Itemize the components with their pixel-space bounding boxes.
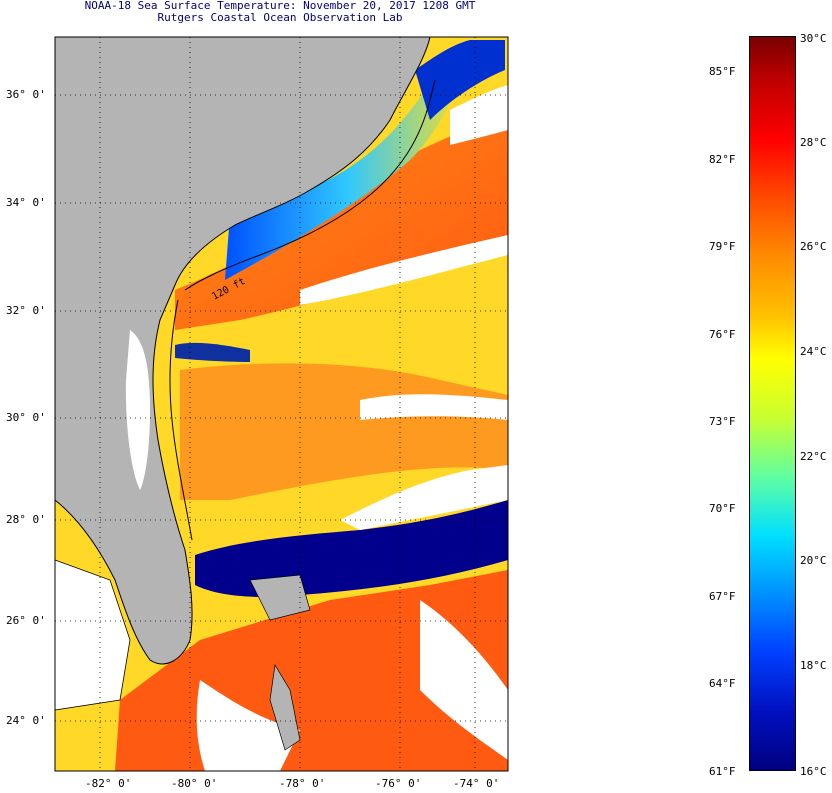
lon-label-74: -74° 0' — [453, 777, 500, 790]
lon-label-80: -80° 0' — [171, 777, 218, 790]
bathymetry-contour-2 — [169, 299, 193, 541]
colorbar-f-64: 64°F — [709, 677, 736, 690]
cloud-patch-6 — [450, 85, 508, 145]
colorbar-f-70: 70°F — [709, 502, 736, 515]
lat-label-34: 34° 0' — [6, 196, 46, 209]
colorbar-f-76: 76°F — [709, 328, 736, 341]
lat-label-32: 32° 0' — [6, 304, 46, 317]
cloud-patch-1 — [195, 500, 508, 597]
lon-label-76: -76° 0' — [375, 777, 422, 790]
land-mainland — [54, 36, 431, 665]
lat-label-28: 28° 0' — [6, 513, 46, 526]
colorbar-f-73: 73°F — [709, 415, 736, 428]
cloud-patch-4 — [300, 235, 508, 305]
lat-label-30: 30° 0' — [6, 411, 46, 424]
colorbar-c-24: 24°C — [800, 345, 827, 358]
lon-label-82: -82° 0' — [85, 777, 132, 790]
bathymetry-contour — [184, 79, 436, 291]
colorbar-f-82: 82°F — [709, 153, 736, 166]
colorbar-c-22: 22°C — [800, 450, 827, 463]
lon-label-78: -78° 0' — [279, 777, 326, 790]
cloud-patch-3 — [175, 342, 250, 362]
cloud-patch-5 — [360, 394, 508, 420]
colorbar-f-67: 67°F — [709, 590, 736, 603]
lat-label-36: 36° 0' — [6, 88, 46, 101]
colorbar-c-26: 26°C — [800, 240, 827, 253]
land-bahamas-2 — [269, 663, 301, 751]
colorbar-c-16: 16°C — [800, 765, 827, 778]
land-bahamas-1 — [249, 574, 311, 621]
map-frame — [54, 36, 509, 772]
map-title: NOAA-18 Sea Surface Temperature: Novembe… — [84, 0, 476, 12]
colorbar-c-20: 20°C — [800, 554, 827, 567]
gulf-stream — [175, 110, 508, 330]
coastal-cool-band — [225, 50, 470, 280]
colorbar-f-85: 85°F — [709, 65, 736, 78]
colorbar-c-18: 18°C — [800, 659, 827, 672]
cloud-patch-7 — [196, 680, 300, 771]
colorbar-c-28: 28°C — [800, 136, 827, 149]
cloud-patch-2 — [340, 465, 508, 530]
shelf-water — [415, 40, 505, 120]
cloud-patch-8 — [420, 600, 508, 760]
map-subtitle: Rutgers Coastal Ocean Observation Lab — [157, 11, 403, 24]
colorbar-gradient — [750, 37, 795, 770]
colorbar-f-79: 79°F — [709, 240, 736, 253]
cloud-inland — [125, 330, 150, 490]
colorbar-c-30: 30°C — [800, 32, 827, 45]
lat-label-24: 24° 0' — [6, 714, 46, 727]
lat-label-26: 26° 0' — [6, 614, 46, 627]
colorbar-f-61: 61°F — [709, 765, 736, 778]
graticule — [55, 37, 508, 771]
temperature-colorbar — [749, 36, 796, 771]
